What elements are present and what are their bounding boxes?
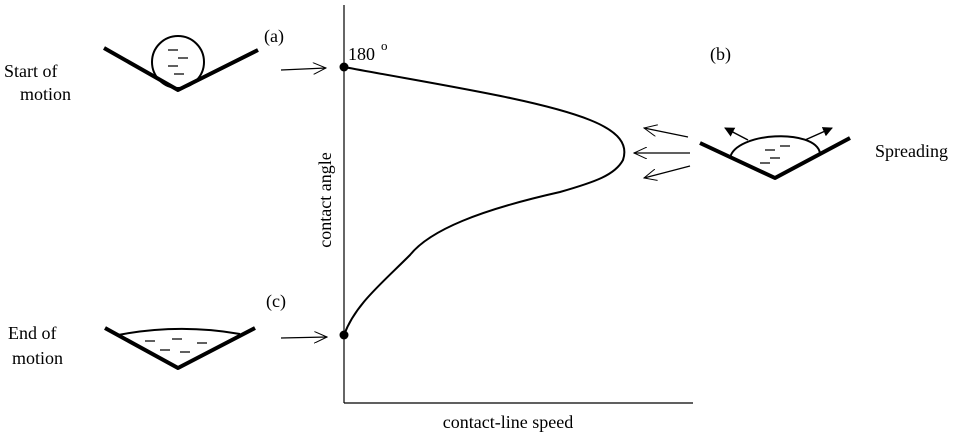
arrow-b3	[644, 166, 690, 178]
angle-unit: o	[381, 38, 388, 53]
arrow-b1	[644, 128, 688, 137]
arrow-c	[281, 337, 327, 338]
x-axis-label: contact-line speed	[443, 412, 573, 432]
end-label: motion	[12, 348, 63, 368]
end-point	[340, 331, 349, 340]
start-label: Start of	[4, 61, 58, 81]
droplet-b	[700, 128, 850, 178]
droplet-a	[104, 36, 258, 90]
spreading-label: Spreading	[875, 141, 948, 161]
y-axis-label: contact angle	[315, 152, 335, 247]
droplet-c	[105, 328, 255, 368]
panel-label: (a)	[264, 26, 284, 47]
angle-value: 180	[348, 44, 375, 64]
start-label: motion	[20, 84, 71, 104]
diagram: Start of motion End of motion Spreading …	[0, 0, 968, 435]
contact-angle-curve	[344, 67, 624, 335]
arrow-a	[281, 68, 326, 70]
end-label: End of	[8, 323, 57, 343]
panel-label: (b)	[710, 44, 731, 65]
panel-label: (c)	[266, 291, 286, 312]
